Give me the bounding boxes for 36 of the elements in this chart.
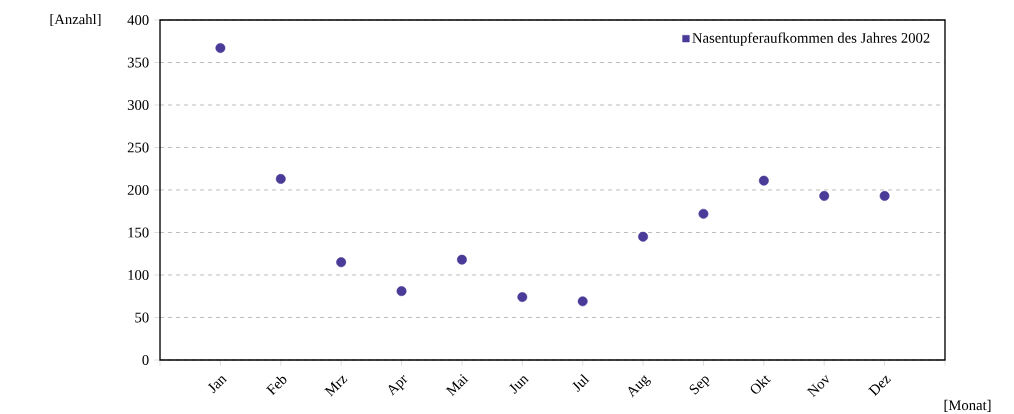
y-tick-label: 200 bbox=[127, 185, 149, 195]
point bbox=[819, 191, 830, 201]
point bbox=[396, 286, 407, 297]
y-tick-label: 300 bbox=[127, 100, 149, 110]
point bbox=[517, 292, 528, 303]
x-tick-label: Mai bbox=[445, 374, 469, 397]
x-tick-label: Aug bbox=[628, 375, 651, 398]
x-tick-label: Okt bbox=[750, 375, 771, 394]
y-axis-title: [Anzahl] bbox=[50, 13, 101, 27]
point bbox=[275, 174, 286, 184]
point bbox=[577, 296, 588, 307]
legend-label: Nasentupferaufkommen des Jahres 2002 bbox=[692, 32, 930, 46]
y-tick-label: 0 bbox=[142, 355, 149, 365]
x-tick-label: Sep bbox=[689, 376, 710, 395]
point bbox=[456, 254, 467, 265]
x-tick-label: Nov bbox=[806, 374, 829, 398]
x-tick-label: Jul bbox=[572, 373, 590, 392]
x-axis-title: [Monat] bbox=[944, 399, 991, 412]
x-tick-label: Jan bbox=[207, 376, 228, 394]
y-tick-label: 350 bbox=[127, 57, 149, 68]
x-tick-label: Dez bbox=[868, 375, 891, 397]
point bbox=[215, 43, 226, 53]
x-tick-label: Apr bbox=[388, 375, 408, 396]
point bbox=[758, 175, 769, 186]
point bbox=[638, 231, 649, 242]
x-tick-label: Mrz bbox=[324, 375, 348, 397]
x-tick-label: Jun bbox=[509, 376, 529, 394]
y-tick-label: 100 bbox=[128, 270, 149, 280]
point bbox=[336, 257, 347, 268]
y-tick-label: 150 bbox=[128, 227, 149, 238]
x-tick-label: Feb bbox=[265, 376, 287, 396]
y-tick-label: 400 bbox=[127, 15, 149, 25]
point bbox=[698, 208, 709, 219]
y-tick-label: 250 bbox=[127, 142, 149, 153]
y-tick-label: 50 bbox=[135, 312, 149, 323]
point bbox=[879, 191, 890, 201]
